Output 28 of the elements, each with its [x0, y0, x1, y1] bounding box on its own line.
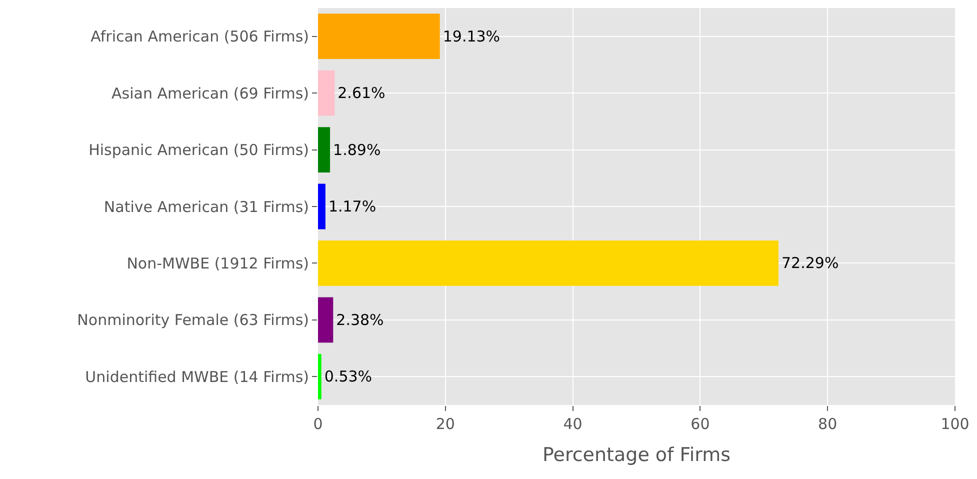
data-label: 0.53% [324, 368, 372, 386]
data-label: 72.29% [781, 254, 839, 272]
x-axis-title: Percentage of Firms [542, 444, 730, 466]
y-tick-label: Nonminority Female (63 Firms) [77, 311, 309, 330]
y-tick-label: Unidentified MWBE (14 Firms) [85, 368, 309, 386]
x-tick-label: 20 [436, 415, 455, 433]
x-tick-label: 80 [818, 415, 838, 433]
bar [318, 70, 335, 116]
y-tick-label: Hispanic American (50 Firms) [88, 141, 309, 160]
y-tick-label: Non-MWBE (1912 Firms) [126, 254, 309, 272]
bar [318, 240, 778, 286]
x-tick-label: 60 [690, 415, 710, 433]
y-tick-label: African American (506 Firms) [90, 28, 309, 46]
bar [318, 184, 326, 230]
bar [318, 297, 334, 343]
data-label: 1.89% [333, 140, 381, 159]
y-tick-label: Native American (31 Firms) [104, 198, 309, 216]
data-label: 19.13% [442, 27, 500, 46]
x-tick-label: 40 [563, 415, 582, 433]
data-label: 2.61% [338, 84, 386, 102]
y-tick-label: Asian American (69 Firms) [112, 84, 309, 102]
x-tick-label: 100 [940, 415, 970, 433]
x-tick-label: 0 [313, 415, 323, 433]
bar [318, 127, 330, 172]
bar [318, 354, 322, 400]
data-label: 2.38% [336, 310, 384, 329]
data-label: 1.17% [328, 198, 376, 216]
bar [318, 14, 440, 60]
